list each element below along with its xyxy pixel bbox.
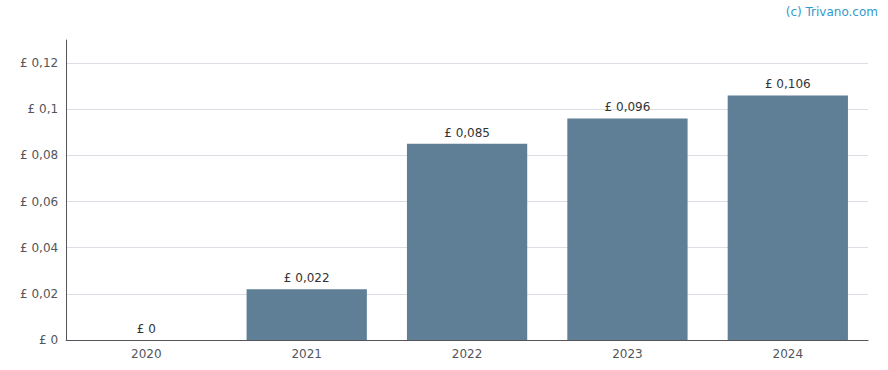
svg-text:2020: 2020	[131, 347, 162, 361]
svg-text:2024: 2024	[773, 347, 804, 361]
svg-text:£ 0,022: £ 0,022	[284, 271, 330, 285]
svg-text:£ 0,096: £ 0,096	[605, 100, 651, 114]
svg-text:£ 0,02: £ 0,02	[20, 287, 58, 301]
svg-text:2021: 2021	[291, 347, 322, 361]
svg-text:£ 0,1: £ 0,1	[28, 102, 59, 116]
svg-text:£ 0,06: £ 0,06	[20, 195, 58, 209]
svg-text:£ 0,08: £ 0,08	[20, 148, 58, 162]
svg-text:2023: 2023	[612, 347, 643, 361]
svg-text:£ 0,106: £ 0,106	[765, 77, 811, 91]
svg-text:2022: 2022	[452, 347, 483, 361]
svg-text:£ 0: £ 0	[39, 333, 58, 347]
svg-text:£ 0,04: £ 0,04	[20, 241, 58, 255]
svg-text:£ 0,085: £ 0,085	[444, 126, 490, 140]
svg-text:(c) Trivano.com: (c) Trivano.com	[786, 5, 878, 19]
svg-text:£ 0,12: £ 0,12	[20, 56, 58, 70]
svg-text:£ 0: £ 0	[137, 322, 156, 336]
